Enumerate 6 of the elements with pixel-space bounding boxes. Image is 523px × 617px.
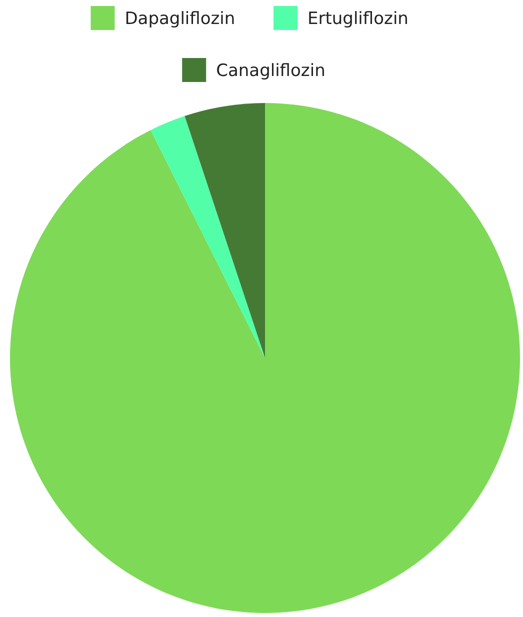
pie-slice: [150, 116, 265, 358]
legend-label: Canagliflozin: [216, 61, 326, 81]
legend-label: Ertugliflozin: [308, 9, 408, 29]
legend-label: Dapagliflozin: [124, 9, 236, 29]
pie-slice: [10, 103, 520, 613]
pie-slice: [184, 103, 265, 358]
